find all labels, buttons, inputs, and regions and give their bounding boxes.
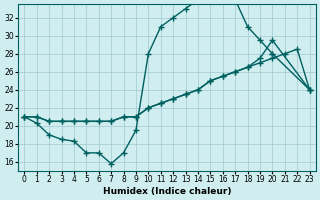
X-axis label: Humidex (Indice chaleur): Humidex (Indice chaleur)	[103, 187, 231, 196]
